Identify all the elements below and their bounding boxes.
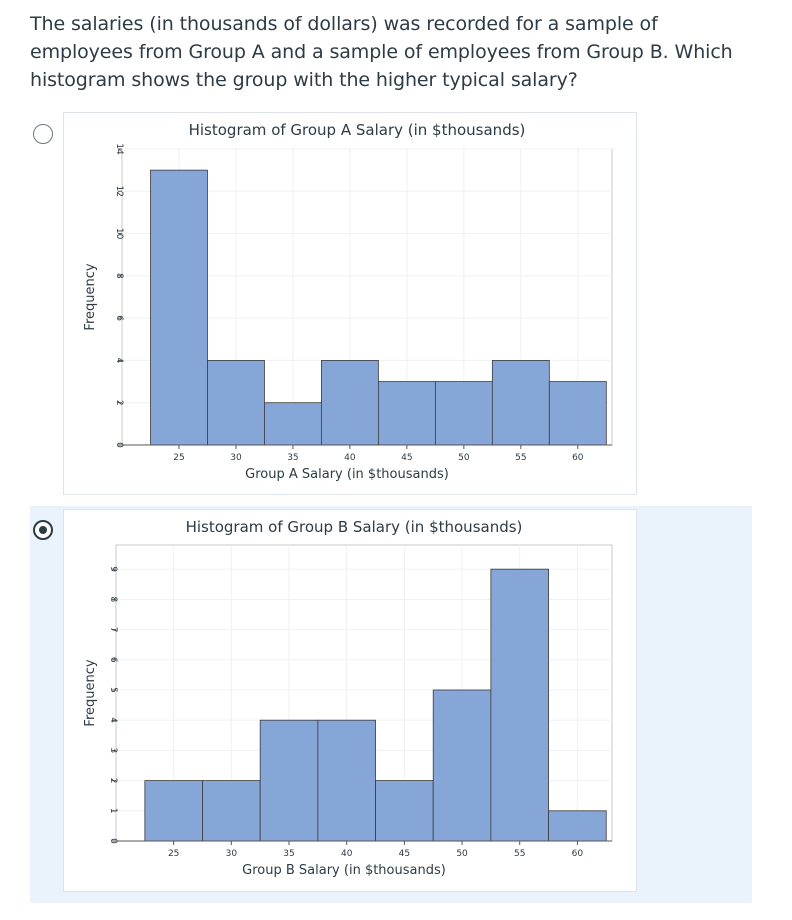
histogram-bar: [375, 780, 434, 842]
histogram-bar: [202, 780, 261, 842]
y-tick-label: 2: [108, 778, 118, 784]
y-tick-label: 7: [108, 627, 118, 633]
y-tick-label: 8: [114, 273, 124, 279]
histogram-bar: [432, 689, 492, 842]
x-tick-label: 35: [287, 453, 298, 463]
histogram-bar: [548, 810, 607, 842]
histogram-bar: [434, 381, 493, 446]
answer-option-a[interactable]: Histogram of Group A Salary (in $thousan…: [30, 112, 752, 497]
y-tick-label: 12: [114, 186, 124, 197]
x-axis-label: Group B Salary (in $thousands): [242, 863, 446, 878]
y-tick-label: 6: [114, 315, 124, 321]
histogram-group-b-frame: Histogram of Group B Salary (in $thousan…: [63, 509, 637, 892]
y-tick-label: 5: [108, 687, 118, 693]
question-text: The salaries (in thousands of dollars) w…: [30, 13, 733, 91]
chart-title: Histogram of Group B Salary (in $thousan…: [186, 518, 523, 536]
x-tick-label: 35: [283, 849, 294, 859]
histogram-bar: [377, 381, 436, 446]
radio-button-b[interactable]: [33, 520, 53, 540]
y-tick-label: 0: [114, 442, 124, 448]
y-tick-label: 10: [114, 228, 124, 240]
y-tick-label: 1: [108, 808, 118, 814]
x-tick-label: 45: [401, 453, 412, 463]
chart-title: Histogram of Group A Salary (in $thousan…: [189, 121, 526, 139]
x-tick-label: 50: [456, 849, 468, 859]
y-tick-label: 2: [114, 400, 124, 406]
histogram-group-a-frame: Histogram of Group A Salary (in $thousan…: [63, 112, 637, 495]
x-tick-label: 45: [399, 849, 410, 859]
histogram-bar: [317, 719, 376, 842]
y-tick-label: 4: [114, 358, 124, 364]
y-tick-label: 14: [114, 143, 124, 155]
y-tick-label: 9: [108, 566, 118, 572]
x-tick-label: 55: [515, 453, 526, 463]
answer-option-b[interactable]: Histogram of Group B Salary (in $thousan…: [30, 506, 752, 903]
x-tick-label: 25: [168, 849, 179, 859]
histogram-bar: [259, 719, 319, 842]
y-tick-label: 4: [108, 717, 118, 723]
x-axis-label: Group A Salary (in $thousands): [245, 467, 449, 482]
x-tick-label: 55: [514, 849, 525, 859]
histogram-group-a: Histogram of Group A Salary (in $thousan…: [83, 121, 613, 482]
x-tick-label: 25: [173, 453, 184, 463]
histogram-bar: [207, 360, 265, 446]
x-tick-label: 40: [344, 453, 356, 463]
y-tick-label: 6: [108, 657, 118, 663]
histogram-bar: [548, 381, 607, 446]
histogram-group-b: Histogram of Group B Salary (in $thousan…: [83, 518, 613, 878]
x-tick-label: 60: [572, 453, 584, 463]
radio-selected-dot: [39, 526, 47, 534]
x-tick-label: 40: [341, 849, 353, 859]
histogram-bar: [264, 402, 322, 446]
x-tick-label: 50: [458, 453, 470, 463]
y-tick-label: 0: [108, 838, 118, 844]
y-axis-label: Frequency: [83, 659, 98, 726]
histogram-bar: [150, 169, 208, 446]
y-tick-label: 8: [108, 597, 118, 603]
histogram-bar: [321, 360, 379, 446]
histogram-bar: [144, 780, 203, 842]
radio-button-a[interactable]: [33, 124, 53, 144]
y-axis-label: Frequency: [83, 263, 98, 330]
histogram-bar: [491, 360, 550, 446]
y-tick-label: 3: [108, 748, 118, 754]
histogram-bar: [490, 568, 549, 842]
x-tick-label: 60: [572, 849, 584, 859]
x-tick-label: 30: [230, 453, 242, 463]
x-tick-label: 30: [226, 849, 238, 859]
